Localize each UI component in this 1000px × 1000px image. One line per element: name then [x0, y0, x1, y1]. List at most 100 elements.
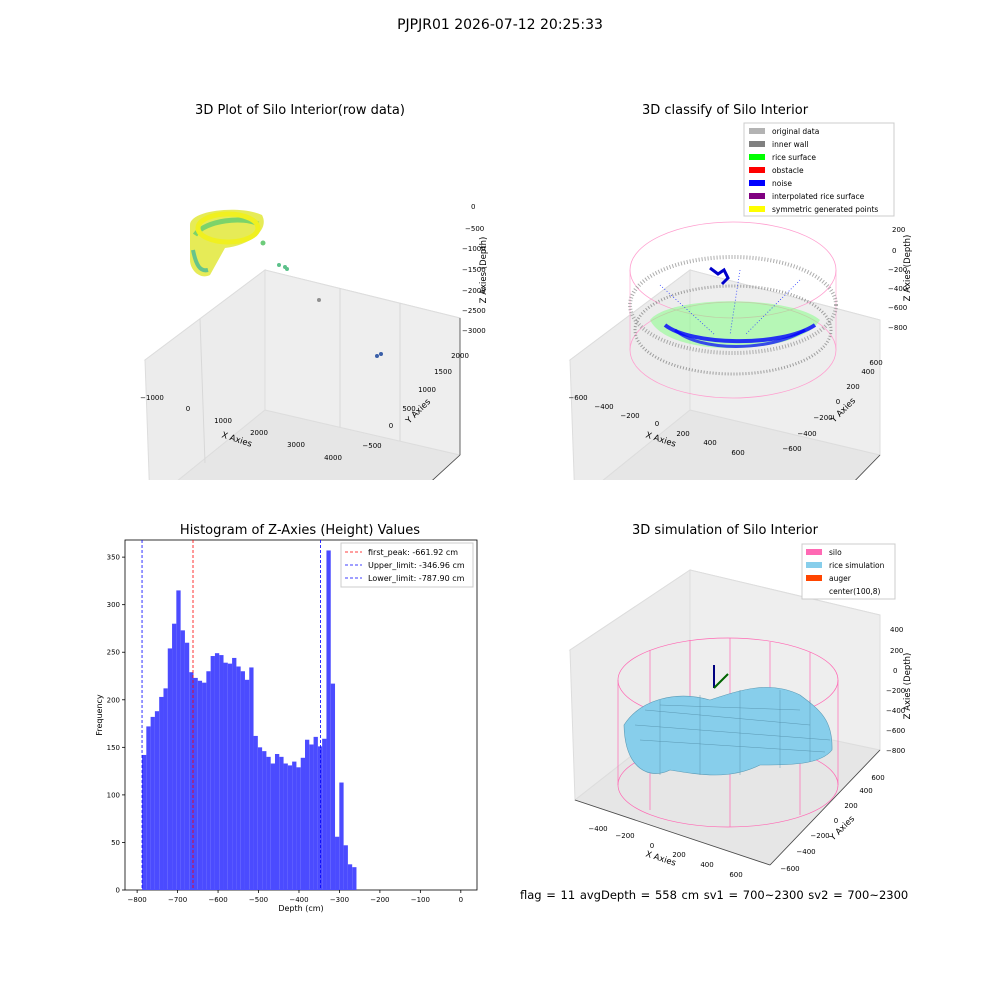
x-tick-label: 400: [703, 439, 716, 447]
status-line: flag = 11 avgDepth = 558 cm sv1 = 700~23…: [520, 888, 909, 902]
legend-label: interpolated rice surface: [772, 192, 865, 201]
raw-plot-title: 3D Plot of Silo Interior(row data): [195, 103, 405, 118]
histogram-bar: [206, 671, 211, 890]
histogram-bar: [210, 656, 215, 890]
x-tick-label: −600: [208, 896, 227, 904]
z-tick-label: 200: [890, 647, 903, 655]
histogram-bar: [176, 590, 181, 890]
y-tick-label: 1500: [434, 368, 452, 376]
auger: [713, 665, 729, 689]
y-tick-label: 300: [107, 601, 120, 609]
x-tick-label: 600: [729, 871, 742, 879]
histogram-bar: [142, 754, 147, 890]
rice-surface: [623, 687, 833, 776]
z-tick-label: 200: [892, 226, 905, 234]
x-tick-label: 3000: [287, 441, 305, 449]
classify-plot-title: 3D classify of Silo Interior: [641, 103, 809, 118]
y-tick-label: 100: [107, 791, 120, 799]
y-tick-label: 50: [111, 839, 120, 847]
y-tick-label: 0: [834, 817, 838, 825]
x-tick-label: 200: [672, 851, 685, 859]
legend-swatch: [806, 562, 822, 568]
legend-swatch: [806, 575, 822, 581]
legend-label: rice surface: [772, 153, 816, 162]
z-axis-label: Z Axies (Depth): [903, 235, 913, 302]
histogram-bar: [232, 657, 237, 890]
x-tick-label: −700: [168, 896, 187, 904]
z-axis-label: Z Axies (Depth): [903, 653, 913, 720]
histogram-bar: [270, 763, 275, 890]
histogram-legend: first_peak: -661.92 cm Upper_limit: -346…: [340, 542, 474, 588]
histogram-title: Histogram of Z-Axies (Height) Values: [179, 523, 421, 538]
z-tick-label: −3000: [462, 327, 486, 335]
y-tick-label: 2000: [451, 352, 469, 360]
x-tick-label: −1000: [140, 394, 164, 402]
legend-swatch: [749, 141, 765, 147]
y-tick-label: −400: [796, 848, 815, 856]
histogram-bar: [279, 756, 284, 890]
y-tick-label: −200: [810, 832, 829, 840]
classify-legend: original data inner wall rice surface ob…: [743, 122, 895, 217]
histogram-bar: [326, 550, 331, 890]
histogram-bar: [249, 667, 254, 890]
histogram-bar: [197, 680, 203, 890]
y-tick-label: −400: [797, 430, 816, 438]
legend-label: center(100,8): [829, 587, 881, 596]
y-tick-label: 250: [107, 649, 120, 657]
histogram-bar: [262, 751, 267, 890]
z-tick-label: 0: [892, 247, 896, 255]
histogram-bar: [227, 663, 233, 890]
z-tick-label: −600: [888, 304, 907, 312]
histogram-bar: [343, 845, 348, 890]
x-tick-label: −200: [620, 412, 639, 420]
y-tick-label: 400: [861, 368, 874, 376]
histogram-bar: [193, 677, 198, 890]
histogram-bar: [266, 756, 271, 890]
x-axis-label: Depth (cm): [278, 904, 323, 913]
histogram-bar: [335, 836, 340, 890]
x-tick-label: 0: [650, 842, 654, 850]
y-tick-label: 0: [116, 887, 120, 895]
z-tick-label: −600: [886, 727, 905, 735]
x-tick-label: 2000: [250, 429, 268, 437]
x-tick-label: 600: [731, 449, 744, 457]
histogram-bar: [236, 666, 241, 890]
y-tick-label: 1000: [418, 386, 436, 394]
z-tick-label: −800: [886, 747, 905, 755]
x-tick-label: 400: [700, 861, 713, 869]
histogram-bar: [253, 735, 258, 890]
z-tick-label: −500: [465, 225, 484, 233]
histogram-bar: [339, 782, 344, 890]
x-tick-label: −400: [588, 825, 607, 833]
raw-point-cloud: [190, 209, 383, 358]
histogram-bar: [257, 747, 263, 890]
simulation-3d-plot: silo rice simulation auger center(100,8)…: [568, 543, 913, 879]
x-tick-label: 200: [676, 430, 689, 438]
z-tick-label: −800: [888, 324, 907, 332]
y-tick-label: 500: [402, 405, 415, 413]
histogram-bar: [184, 642, 190, 890]
x-tick-label: −600: [568, 394, 587, 402]
legend-swatch: [806, 549, 822, 555]
legend-swatch: [749, 167, 765, 173]
histogram-bar: [352, 867, 357, 890]
legend-swatch: [749, 154, 765, 160]
legend-label: inner wall: [772, 140, 809, 149]
x-tick-label: 0: [459, 896, 463, 904]
y-tick-label: 400: [859, 787, 872, 795]
legend-swatch: [749, 206, 765, 212]
y-axis-label: Frequency: [95, 694, 104, 736]
legend-label: noise: [772, 179, 792, 188]
histogram-bar: [309, 744, 314, 890]
simulation-legend: silo rice simulation auger center(100,8): [801, 543, 896, 600]
histogram-bar: [167, 648, 173, 890]
histogram-bar: [330, 683, 336, 890]
histogram-bar: [159, 696, 164, 890]
z-tick-label: 0: [471, 203, 475, 211]
z-axis-label: Z Axies (Depth): [479, 237, 489, 304]
histogram-bar: [305, 739, 310, 890]
axes-box: [143, 269, 462, 480]
histogram-bar: [240, 671, 245, 890]
histogram-bar: [202, 682, 207, 890]
y-tick-label: 200: [846, 383, 859, 391]
